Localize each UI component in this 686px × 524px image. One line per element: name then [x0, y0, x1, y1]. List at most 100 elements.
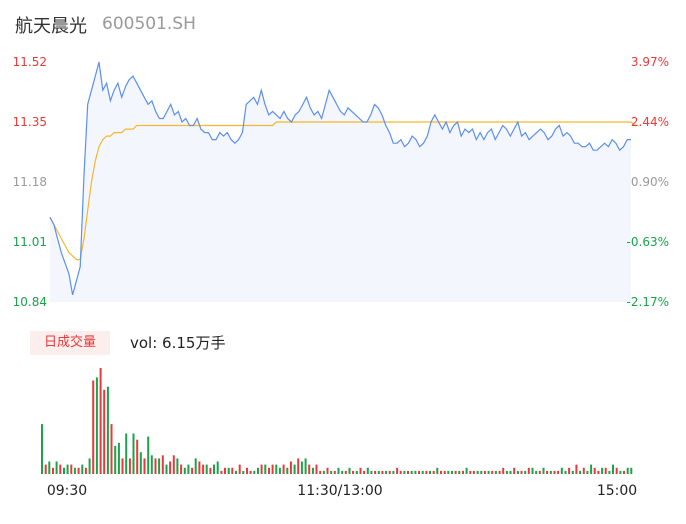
volume-bar	[117, 442, 120, 474]
volume-bar	[626, 467, 629, 474]
volume-bar	[509, 470, 512, 474]
volume-bar	[582, 467, 585, 474]
volume-bar	[73, 467, 76, 474]
volume-bar	[48, 461, 51, 474]
volume-bar	[136, 439, 139, 474]
volume-bar	[586, 470, 589, 474]
volume-bar	[103, 389, 106, 474]
volume-bar	[612, 464, 614, 474]
volume-bar	[194, 458, 197, 474]
y-tick-right-label: 2.44%	[631, 115, 669, 129]
volume-bar	[260, 464, 263, 474]
volume-bar	[183, 467, 186, 474]
y-tick-right-label: -2.17%	[627, 295, 669, 309]
price-line	[49, 61, 631, 296]
volume-bar	[516, 470, 519, 474]
volume-bar	[59, 464, 62, 474]
volume-bar	[407, 470, 409, 474]
volume-bar	[300, 461, 303, 474]
volume-bar	[370, 470, 373, 474]
volume-bar	[341, 470, 344, 474]
volume-bar	[429, 470, 431, 474]
volume-bar	[619, 470, 622, 474]
volume-bar	[421, 470, 424, 474]
volume-bar	[330, 470, 333, 474]
volume-bar	[498, 470, 501, 474]
volume-bar	[377, 470, 380, 474]
volume-bar	[139, 452, 142, 474]
volume-bar	[425, 470, 428, 474]
volume-text: vol: 6.15万手	[130, 334, 226, 352]
volume-bar	[154, 458, 157, 474]
volume-bar	[363, 470, 366, 474]
volume-bar	[601, 467, 604, 474]
volume-bar	[553, 470, 556, 474]
y-tick-left-label: 10.84	[13, 295, 47, 309]
volume-bar	[77, 467, 80, 474]
volume-bar	[257, 467, 259, 474]
volume-bar	[388, 470, 391, 474]
volume-bar	[304, 458, 307, 474]
volume-bar	[220, 470, 223, 474]
volume-bar	[319, 470, 322, 474]
y-tick-left-label: 11.35	[13, 115, 47, 129]
volume-bar	[564, 470, 567, 474]
x-tick-label: 15:00	[597, 483, 637, 499]
volume-bar	[282, 464, 285, 474]
volume-bar	[348, 467, 351, 474]
volume-bar	[224, 467, 226, 474]
y-tick-left-label: 11.52	[13, 55, 47, 69]
volume-bar	[161, 455, 164, 474]
volume-bar	[513, 467, 516, 474]
volume-bar	[491, 470, 494, 474]
volume-bar	[205, 464, 208, 474]
volume-bar	[590, 464, 593, 474]
volume-bar	[520, 470, 523, 474]
y-tick-left-label: 11.18	[13, 175, 47, 189]
volume-bar	[216, 461, 219, 474]
volume-bar	[454, 470, 457, 474]
volume-bar	[213, 464, 215, 474]
volume-bar	[524, 470, 527, 474]
volume-bar	[326, 467, 329, 474]
volume-bar	[546, 470, 549, 474]
volume-bar	[165, 464, 168, 474]
volume-bar	[436, 467, 439, 474]
volume-bar	[66, 464, 69, 474]
volume-bar	[63, 467, 65, 474]
volume-bar	[235, 470, 237, 474]
intraday-price-chart: 11.52 11.35 11.18 11.01 10.84 3.97% 2.44% 0.90%…	[13, 55, 669, 309]
volume-bar	[483, 470, 486, 474]
volume-bar	[527, 467, 530, 474]
volume-bar	[396, 467, 399, 474]
volume-bar	[623, 470, 625, 474]
y-tick-right-label: -0.63%	[627, 235, 669, 249]
volume-bar	[286, 467, 289, 474]
volume-bar	[352, 470, 355, 474]
volume-bar	[187, 464, 190, 474]
volume-bar	[403, 470, 406, 474]
volume-bar	[132, 433, 135, 474]
volume-bar	[472, 470, 475, 474]
volume-bar	[180, 464, 183, 474]
volume-bar	[469, 470, 472, 474]
volume-bar	[121, 458, 124, 474]
volume-bar	[381, 470, 384, 474]
volume-bar	[289, 461, 292, 474]
volume-bar	[505, 470, 508, 474]
volume-bar	[99, 368, 102, 474]
volume-bar	[399, 470, 402, 474]
volume-bar	[246, 467, 248, 474]
volume-bar	[41, 424, 43, 474]
volume-bar	[242, 470, 245, 474]
volume-bar	[542, 467, 545, 474]
volume-bar	[169, 461, 172, 474]
volume-bar	[147, 436, 150, 474]
volume-bar	[322, 470, 325, 474]
volume-bar	[158, 458, 161, 474]
volume-bar	[374, 470, 377, 474]
volume-bar	[114, 445, 117, 474]
volume-bar	[414, 470, 417, 474]
volume-bar	[355, 470, 358, 474]
